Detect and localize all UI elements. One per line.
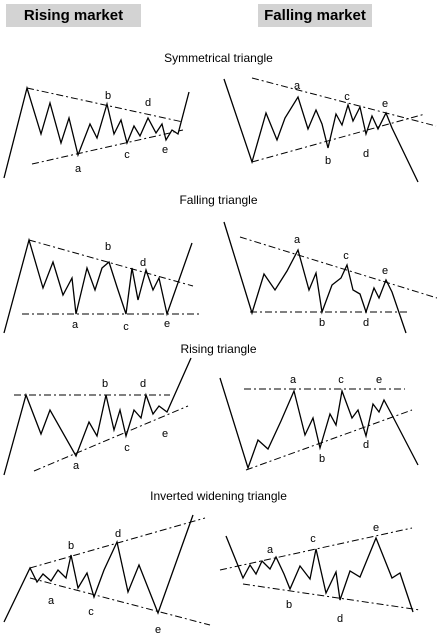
label-b-inverted-widening-rising: b	[68, 540, 74, 552]
price-line-inverted-widening-falling	[225, 535, 414, 613]
price-line-falling-triangle-falling	[223, 221, 407, 334]
label-e-inverted-widening-falling: e	[373, 522, 379, 534]
upper-trendline-inverted-widening-rising	[29, 517, 206, 569]
lower-trendline-inverted-widening-rising	[29, 577, 211, 626]
label-a-symmetrical-falling: a	[294, 80, 301, 92]
falling-market-header: Falling market	[258, 4, 372, 27]
lower-trendline-symmetrical-rising	[31, 129, 184, 165]
price-line-rising-triangle-rising	[3, 357, 192, 476]
section-title-inverted-widening: Inverted widening triangle	[150, 489, 287, 503]
label-b-falling-triangle-falling: b	[319, 317, 325, 329]
label-e-symmetrical-falling: e	[382, 98, 388, 110]
label-d-inverted-widening-falling: d	[337, 613, 343, 625]
label-c-inverted-widening-falling: c	[310, 533, 316, 545]
price-line-inverted-widening-rising	[3, 514, 194, 623]
label-a-rising-triangle-rising: a	[73, 460, 80, 472]
section-title-falling: Falling triangle	[179, 193, 258, 207]
label-b-symmetrical-rising: b	[105, 90, 111, 102]
price-line-falling-triangle-rising	[3, 237, 193, 334]
label-c-symmetrical-rising: c	[124, 149, 130, 161]
label-d-falling-triangle-rising: d	[140, 257, 146, 269]
rising-market-header: Rising market	[6, 4, 141, 27]
label-e-inverted-widening-rising: e	[155, 624, 161, 636]
label-d-falling-triangle-falling: d	[363, 317, 369, 329]
label-a-falling-triangle-falling: a	[294, 234, 301, 246]
label-a-symmetrical-rising: a	[75, 163, 82, 175]
label-e-rising-triangle-falling: e	[376, 374, 382, 386]
upper-trendline-falling-triangle-rising	[28, 239, 194, 287]
label-c-falling-triangle-falling: c	[343, 250, 349, 262]
label-a-inverted-widening-rising: a	[48, 595, 55, 607]
label-e-falling-triangle-falling: e	[382, 265, 388, 277]
label-e-falling-triangle-rising: e	[164, 318, 170, 330]
price-line-rising-triangle-falling	[219, 377, 419, 471]
label-a-falling-triangle-rising: a	[72, 319, 79, 331]
label-c-falling-triangle-rising: c	[123, 321, 129, 333]
label-e-rising-triangle-rising: e	[162, 428, 168, 440]
label-d-symmetrical-falling: d	[363, 148, 369, 160]
section-title-symmetrical: Symmetrical triangle	[164, 51, 273, 65]
price-line-symmetrical-falling	[223, 78, 419, 183]
price-line-symmetrical-rising	[3, 85, 190, 179]
label-d-rising-triangle-rising: d	[140, 378, 146, 390]
upper-trendline-inverted-widening-falling	[219, 527, 413, 571]
label-a-inverted-widening-falling: a	[267, 544, 274, 556]
lower-trendline-rising-triangle-rising	[33, 405, 189, 472]
label-d-inverted-widening-rising: d	[115, 528, 121, 540]
label-c-symmetrical-falling: c	[344, 91, 350, 103]
label-b-inverted-widening-falling: b	[286, 599, 292, 611]
label-e-symmetrical-rising: e	[162, 144, 168, 156]
upper-trendline-falling-triangle-falling	[239, 236, 437, 299]
label-b-symmetrical-falling: b	[325, 155, 331, 167]
label-d-symmetrical-rising: d	[145, 97, 151, 109]
upper-trendline-symmetrical-falling	[251, 77, 437, 127]
label-b-rising-triangle-rising: b	[102, 378, 108, 390]
label-b-rising-triangle-falling: b	[319, 453, 325, 465]
label-d-rising-triangle-falling: d	[363, 439, 369, 451]
label-a-rising-triangle-falling: a	[290, 374, 297, 386]
label-b-falling-triangle-rising: b	[105, 241, 111, 253]
label-c-inverted-widening-rising: c	[88, 606, 94, 618]
section-title-rising: Rising triangle	[180, 342, 257, 356]
label-c-rising-triangle-rising: c	[124, 442, 130, 454]
lower-trendline-inverted-widening-falling	[242, 583, 421, 611]
label-c-rising-triangle-falling: c	[338, 374, 344, 386]
upper-trendline-symmetrical-rising	[26, 87, 184, 123]
